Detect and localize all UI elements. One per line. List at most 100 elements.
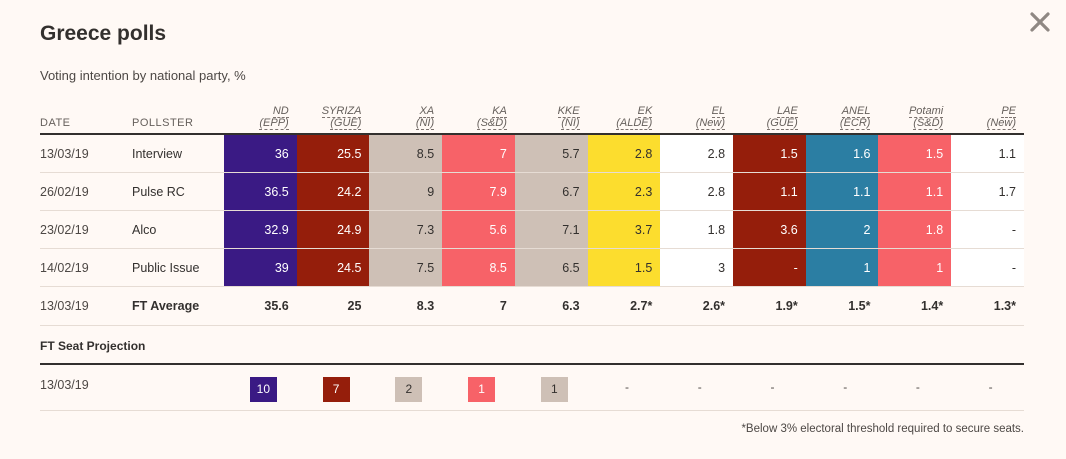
table-header-row: DATE POLLSTER ND (EPP) SYRIZA (GUE) XA (NI) KA… <box>40 93 1024 135</box>
party-group: (S&D) <box>913 117 944 130</box>
party-name: PE <box>1001 105 1016 118</box>
cell-lae: 1.1 <box>733 172 806 211</box>
party-group: (NI) <box>561 117 580 130</box>
cell-kke: 6.7 <box>514 172 588 211</box>
table-row: 23/02/19 Alco 32.9 24.9 7.3 5.6 7.1 3.7 1.8 3.6 2 1… <box>40 210 1024 249</box>
cell-ek: 2.8 <box>587 134 661 173</box>
cell-anel: 2 <box>805 210 879 249</box>
cell-xa: 8.3 <box>369 286 443 326</box>
cell-pe: 1.3* <box>951 286 1024 326</box>
cell-syriza: 25.5 <box>296 134 370 173</box>
cell-ek: 2.7* <box>587 286 661 326</box>
column-header-lae: LAE (GUE) <box>733 93 806 135</box>
party-name: ANEL <box>841 105 871 118</box>
cell-syriza: 25 <box>296 286 370 326</box>
cell-ek: 3.7 <box>587 210 661 249</box>
party-name: EK <box>637 105 653 118</box>
row-pollster: Interview <box>132 134 224 173</box>
row-date: 14/02/19 <box>40 248 132 287</box>
cell-potami: 1 <box>878 248 952 287</box>
party-group: (ALDE) <box>616 117 653 130</box>
cell-xa: 8.5 <box>369 134 443 173</box>
cell-xa: 7.5 <box>369 248 443 287</box>
average-row: 13/03/19 FT Average 35.6 25 8.3 7 6.3 2.7* 2.6* 1… <box>40 286 1024 326</box>
cell-syriza: 24.2 <box>296 172 370 211</box>
cell-el: 1.8 <box>660 210 734 249</box>
cell-ka: 7 <box>442 286 515 326</box>
cell-ka: 7.9 <box>442 172 515 211</box>
party-name: ND <box>272 105 289 118</box>
row-pollster: Public Issue <box>132 248 224 287</box>
seat-projection-title: FT Seat Projection <box>40 339 146 353</box>
cell-nd: 36.5 <box>224 172 297 211</box>
table-row: 13/03/19 Interview 36 25.5 8.5 7 5.7 2.8 2.8 1.5 1… <box>40 134 1024 173</box>
row-date: 23/02/19 <box>40 210 132 249</box>
cell-kke: 6.3 <box>514 286 588 326</box>
cell-el: 2.8 <box>660 172 734 211</box>
party-name: EL <box>711 105 726 118</box>
party-name: LAE <box>776 105 798 118</box>
cell-ka: 5.6 <box>442 210 515 249</box>
page-title: Greece polls <box>40 22 167 45</box>
column-header-date: DATE <box>40 93 132 135</box>
column-header-pollster: POLLSTER <box>132 93 224 135</box>
row-date: 13/03/19 <box>40 286 132 326</box>
seat-empty-el: - <box>697 380 702 394</box>
seat-projection-divider <box>40 363 1024 365</box>
party-group: (ECR) <box>839 117 871 130</box>
party-name: KKE <box>557 105 580 118</box>
close-icon[interactable] <box>1024 6 1056 38</box>
cell-ek: 2.3 <box>587 172 661 211</box>
party-group: (New) <box>695 117 726 130</box>
footnote: *Below 3% electoral threshold required t… <box>741 423 1024 435</box>
cell-kke: 6.5 <box>514 248 588 287</box>
seat-projection-bottom-divider <box>40 410 1024 411</box>
cell-syriza: 24.5 <box>296 248 370 287</box>
party-name: SYRIZA <box>321 105 362 118</box>
cell-ka: 7 <box>442 134 515 173</box>
party-group: (New) <box>986 117 1016 130</box>
seat-box-kke: 1 <box>540 377 568 402</box>
party-group: (S&D) <box>476 117 507 130</box>
table-row: 26/02/19 Pulse RC 36.5 24.2 9 7.9 6.7 2.3 2.8 1.1… <box>40 172 1024 211</box>
cell-pe: - <box>951 248 1024 287</box>
party-name: XA <box>419 105 435 118</box>
cell-nd: 36 <box>224 134 297 173</box>
cell-potami: 1.8 <box>878 210 952 249</box>
cell-el: 2.6* <box>660 286 734 326</box>
cell-pe: 1.7 <box>951 172 1024 211</box>
column-header-potami: Potami (S&D) <box>878 93 952 135</box>
cell-pe: 1.1 <box>951 134 1024 173</box>
cell-xa: 9 <box>369 172 443 211</box>
column-header-syriza: SYRIZA (GUE) <box>296 93 370 135</box>
chart-subtitle: Voting intention by national party, % <box>40 68 246 83</box>
cell-syriza: 24.9 <box>296 210 370 249</box>
cell-lae: - <box>733 248 806 287</box>
party-group: (NI) <box>415 117 435 130</box>
seat-empty-potami: - <box>915 380 920 394</box>
row-pollster: Alco <box>132 210 224 249</box>
cell-anel: 1 <box>805 248 879 287</box>
cell-anel: 1.1 <box>805 172 879 211</box>
cell-lae: 1.9* <box>733 286 806 326</box>
column-header-pe: PE (New) <box>951 93 1024 135</box>
cell-lae: 3.6 <box>733 210 806 249</box>
cell-xa: 7.3 <box>369 210 443 249</box>
party-name: KA <box>492 105 507 118</box>
polls-table-body: 13/03/19 Interview 36 25.5 8.5 7 5.7 2.8 2.8 1.5 1… <box>40 134 1024 326</box>
seat-box-ka: 1 <box>468 377 496 402</box>
cell-anel: 1.5* <box>805 286 879 326</box>
seat-projection-date: 13/03/19 <box>40 378 89 392</box>
cell-kke: 7.1 <box>514 210 588 249</box>
cell-potami: 1.4* <box>878 286 952 326</box>
seat-box-xa: 2 <box>395 377 423 402</box>
row-date: 26/02/19 <box>40 172 132 211</box>
party-group: (GUE) <box>330 117 362 130</box>
cell-nd: 35.6 <box>224 286 297 326</box>
cell-el: 3 <box>660 248 734 287</box>
seat-empty-lae: - <box>770 380 775 394</box>
cell-lae: 1.5 <box>733 134 806 173</box>
column-header-nd: ND (EPP) <box>224 93 297 135</box>
seat-empty-anel: - <box>843 380 848 394</box>
cell-potami: 1.5 <box>878 134 952 173</box>
